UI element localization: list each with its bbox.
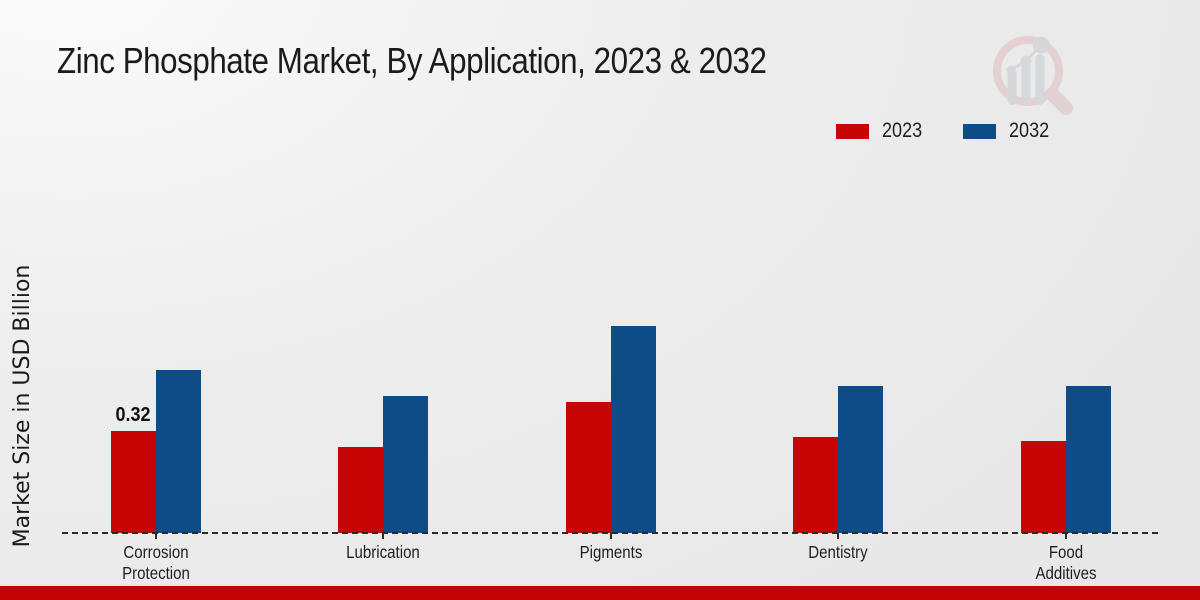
legend-item-2023: 2023 bbox=[836, 119, 929, 143]
bar-2023-food-additives bbox=[1020, 441, 1066, 533]
chart-title: Zinc Phosphate Market, By Application, 2… bbox=[57, 40, 767, 81]
legend: 2023 2032 bbox=[836, 118, 1055, 144]
x-axis-tick bbox=[609, 533, 612, 539]
category-label-lubrication: Lubrication bbox=[346, 542, 420, 562]
category-label-pigments: Pigments bbox=[579, 542, 642, 562]
bar-2032-food-additives bbox=[1065, 386, 1111, 533]
bar-2023-corrosion-protection bbox=[110, 431, 156, 533]
legend-swatch-2032 bbox=[962, 123, 996, 139]
legend-swatch-2023 bbox=[836, 123, 869, 139]
bar-value-label-corrosion-protection: 0.32 bbox=[115, 404, 151, 426]
bar-2032-dentistry bbox=[838, 386, 883, 533]
x-axis-tick bbox=[837, 533, 839, 539]
category-label-dentistry: Dentistry bbox=[808, 542, 868, 562]
category-label-corrosion-protection: Corrosion Protection bbox=[121, 542, 190, 583]
brand-logo-watermark-icon bbox=[993, 36, 1073, 115]
legend-label: 2023 bbox=[882, 119, 923, 142]
x-axis-tick bbox=[154, 533, 157, 539]
legend-item-2032: 2032 bbox=[962, 119, 1056, 143]
bar-2032-pigments bbox=[610, 326, 656, 533]
bar-2023-pigments bbox=[565, 402, 611, 533]
bar-2032-corrosion-protection bbox=[155, 370, 201, 533]
bar-2023-lubrication bbox=[338, 447, 383, 533]
legend-label: 2032 bbox=[1008, 119, 1049, 142]
footer-accent-bar bbox=[0, 586, 1200, 600]
bar-2032-lubrication bbox=[383, 396, 428, 533]
x-axis-tick bbox=[1064, 533, 1067, 539]
bar-2023-dentistry bbox=[793, 437, 838, 533]
category-label-food-additives: Food Additives bbox=[1034, 542, 1097, 583]
x-axis-tick bbox=[382, 533, 384, 539]
